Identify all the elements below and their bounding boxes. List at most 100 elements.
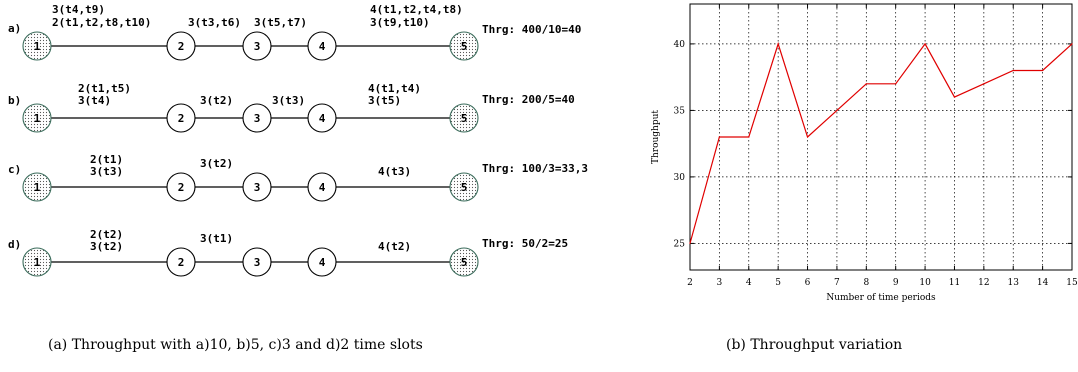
link-slot-label: 3(t1) — [200, 232, 233, 245]
data-point — [924, 43, 926, 45]
x-tick-label: 14 — [1037, 278, 1049, 288]
link-slot-label: 3(t3,t6) — [188, 16, 241, 29]
topology-row: a) 1 2 3 4 5 3(t4,t9)2(t1,t2,t8,t10) 3(t3,t6) 3(… — [8, 3, 581, 61]
node-label: 4 — [319, 256, 326, 269]
node — [307, 172, 337, 202]
end-node — [22, 172, 52, 202]
link-slot-label: 2(t1,t2,t8,t10) — [52, 16, 151, 29]
plot-frame — [689, 3, 1073, 271]
row-label: a) — [8, 22, 21, 35]
y-axis-label: Throughput — [651, 110, 661, 164]
topology-row: d) 1 2 3 4 5 2(t2)3(t2) 3(t1) 4(t2) Thrg: 50/2=25 — [8, 228, 568, 277]
node-label: 1 — [34, 112, 41, 125]
end-node — [449, 103, 479, 133]
data-point — [953, 96, 956, 98]
x-tick-label: 7 — [834, 278, 840, 288]
series-points — [689, 43, 1073, 244]
link-slot-label: 2(t2) — [90, 228, 123, 241]
node — [307, 103, 337, 133]
data-point — [895, 83, 897, 85]
row-label: b) — [8, 94, 21, 107]
row-label: c) — [8, 163, 21, 176]
data-point — [1071, 43, 1073, 45]
series-line — [689, 41, 1073, 244]
link-slot-label: 3(t2) — [90, 240, 123, 253]
node — [166, 103, 196, 133]
x-tick-label: 2 — [687, 278, 693, 288]
node — [242, 247, 272, 277]
link-slot-label: 3(t4) — [78, 94, 111, 107]
node-label: 4 — [319, 181, 326, 194]
node-label: 2 — [178, 112, 185, 125]
data-point — [865, 83, 867, 85]
data-point — [806, 136, 809, 138]
node-label: 5 — [461, 256, 468, 269]
x-tick-label: 9 — [893, 278, 899, 288]
x-tick-label: 4 — [746, 278, 752, 288]
end-node — [449, 247, 479, 277]
link-slot-label: 3(t2) — [200, 94, 233, 107]
node — [242, 172, 272, 202]
x-tick-label: 10 — [919, 278, 931, 288]
node-label: 4 — [319, 40, 326, 53]
node — [307, 247, 337, 277]
link-slot-label: 4(t1,t4) — [368, 82, 421, 95]
node-label: 2 — [178, 181, 185, 194]
link-slot-label: 3(t5,t7) — [254, 16, 307, 29]
node-label: 5 — [461, 112, 468, 125]
node — [166, 247, 196, 277]
topology-row: b) 1 2 3 4 5 2(t1,t5)3(t4) 3(t2) 3(t3) 4(t1,t4)3(… — [8, 82, 575, 133]
data-point — [983, 83, 985, 85]
x-tick-label: 15 — [1066, 278, 1078, 288]
data-point — [1042, 69, 1044, 72]
link-slot-label: 3(t3) — [272, 94, 305, 107]
x-tick-label: 11 — [949, 278, 960, 288]
node-label: 5 — [461, 40, 468, 53]
throughput-label: Thrg: 100/3=33,3 — [482, 162, 588, 175]
node — [166, 172, 196, 202]
node-label: 5 — [461, 181, 468, 194]
x-axis-label: Number of time periods — [826, 293, 936, 303]
node-label: 3 — [254, 112, 261, 125]
y-tick-label: 35 — [674, 106, 686, 116]
link-slot-label: 3(t3) — [90, 165, 123, 178]
x-tick-label: 8 — [863, 278, 869, 288]
link-slot-label: 2(t1) — [90, 153, 123, 166]
throughput-label: Thrg: 50/2=25 — [482, 237, 568, 250]
y-axis-ticks: 25 30 35 40 — [674, 40, 1072, 249]
node — [166, 31, 196, 61]
x-tick-label: 5 — [775, 278, 781, 288]
link-slot-label: 3(t5) — [368, 94, 401, 107]
end-node — [22, 31, 52, 61]
y-tick-label: 40 — [674, 40, 686, 50]
data-point — [1012, 69, 1014, 72]
link-slot-label: 2(t1,t5) — [78, 82, 131, 95]
y-tick-label: 30 — [674, 173, 686, 183]
x-tick-label: 6 — [805, 278, 811, 288]
x-axis-ticks: 2 3 4 5 6 7 8 9 10 11 12 13 14 15 — [687, 4, 1078, 288]
node — [307, 31, 337, 61]
caption-left: (a) Throughput with a)10, b)5, c)3 and d… — [48, 337, 423, 353]
node-label: 4 — [319, 112, 326, 125]
data-point — [718, 136, 720, 138]
data-point — [836, 109, 838, 111]
end-node — [449, 31, 479, 61]
throughput-chart: 2 3 4 5 6 7 8 9 10 11 12 13 14 15 25 30 35 40 Number of … — [651, 3, 1078, 303]
node-label: 1 — [34, 40, 41, 53]
topology-row: c) 1 2 3 4 5 2(t1)3(t3) 3(t2) 4(t3) Thrg: 100/3=3… — [8, 153, 588, 202]
node-label: 3 — [254, 256, 261, 269]
end-node — [22, 103, 52, 133]
end-node — [22, 247, 52, 277]
node-label: 3 — [254, 40, 261, 53]
link-slot-label: 3(t2) — [200, 157, 233, 170]
node-label: 1 — [34, 181, 41, 194]
data-point — [777, 43, 779, 45]
throughput-label: Thrg: 200/5=40 — [482, 93, 575, 106]
data-point — [748, 136, 750, 138]
topology-panel: a) 1 2 3 4 5 3(t4,t9)2(t1,t2,t8,t10) 3(t3,t6) 3(… — [8, 3, 588, 277]
y-tick-label: 25 — [674, 239, 686, 249]
caption-right: (b) Throughput variation — [726, 337, 902, 353]
link-slot-label: 4(t1,t2,t4,t8) — [370, 3, 463, 16]
node-label: 1 — [34, 256, 41, 269]
